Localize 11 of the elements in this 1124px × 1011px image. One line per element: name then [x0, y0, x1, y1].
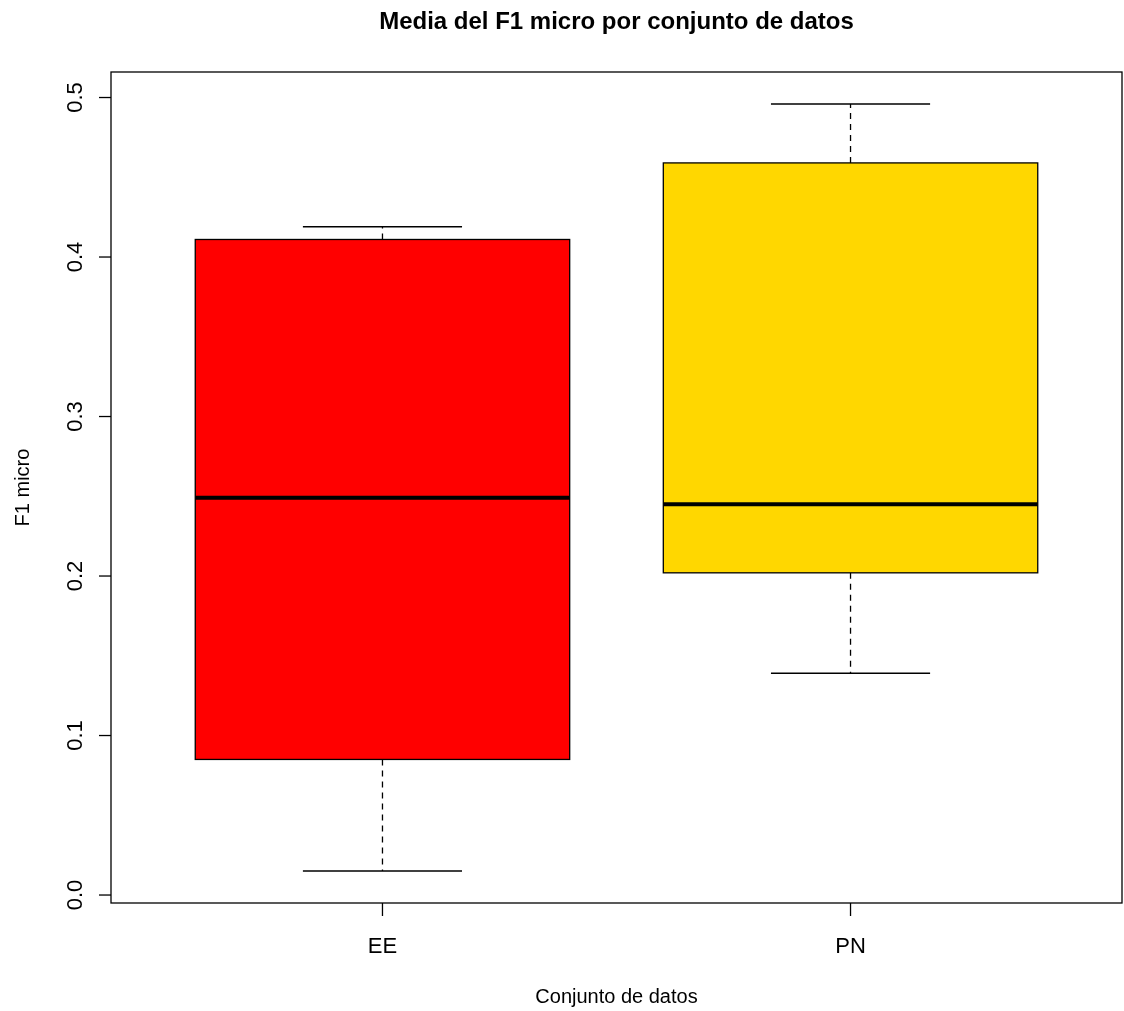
y-tick-label: 0.3: [62, 401, 87, 432]
y-tick-label: 0.1: [62, 720, 87, 751]
y-tick-label: 0.4: [62, 241, 87, 273]
y-tick-label: 0.0: [62, 879, 87, 911]
chart-title: Media del F1 micro por conjunto de datos: [379, 7, 854, 34]
x-tick-label: EE: [367, 933, 398, 958]
y-tick-label: 0.2: [62, 560, 87, 592]
x-axis-title: Conjunto de datos: [535, 985, 698, 1007]
y-axis-title: F1 micro: [11, 448, 33, 527]
x-tick-label: PN: [835, 933, 866, 958]
y-tick-label: 0.5: [62, 82, 87, 113]
